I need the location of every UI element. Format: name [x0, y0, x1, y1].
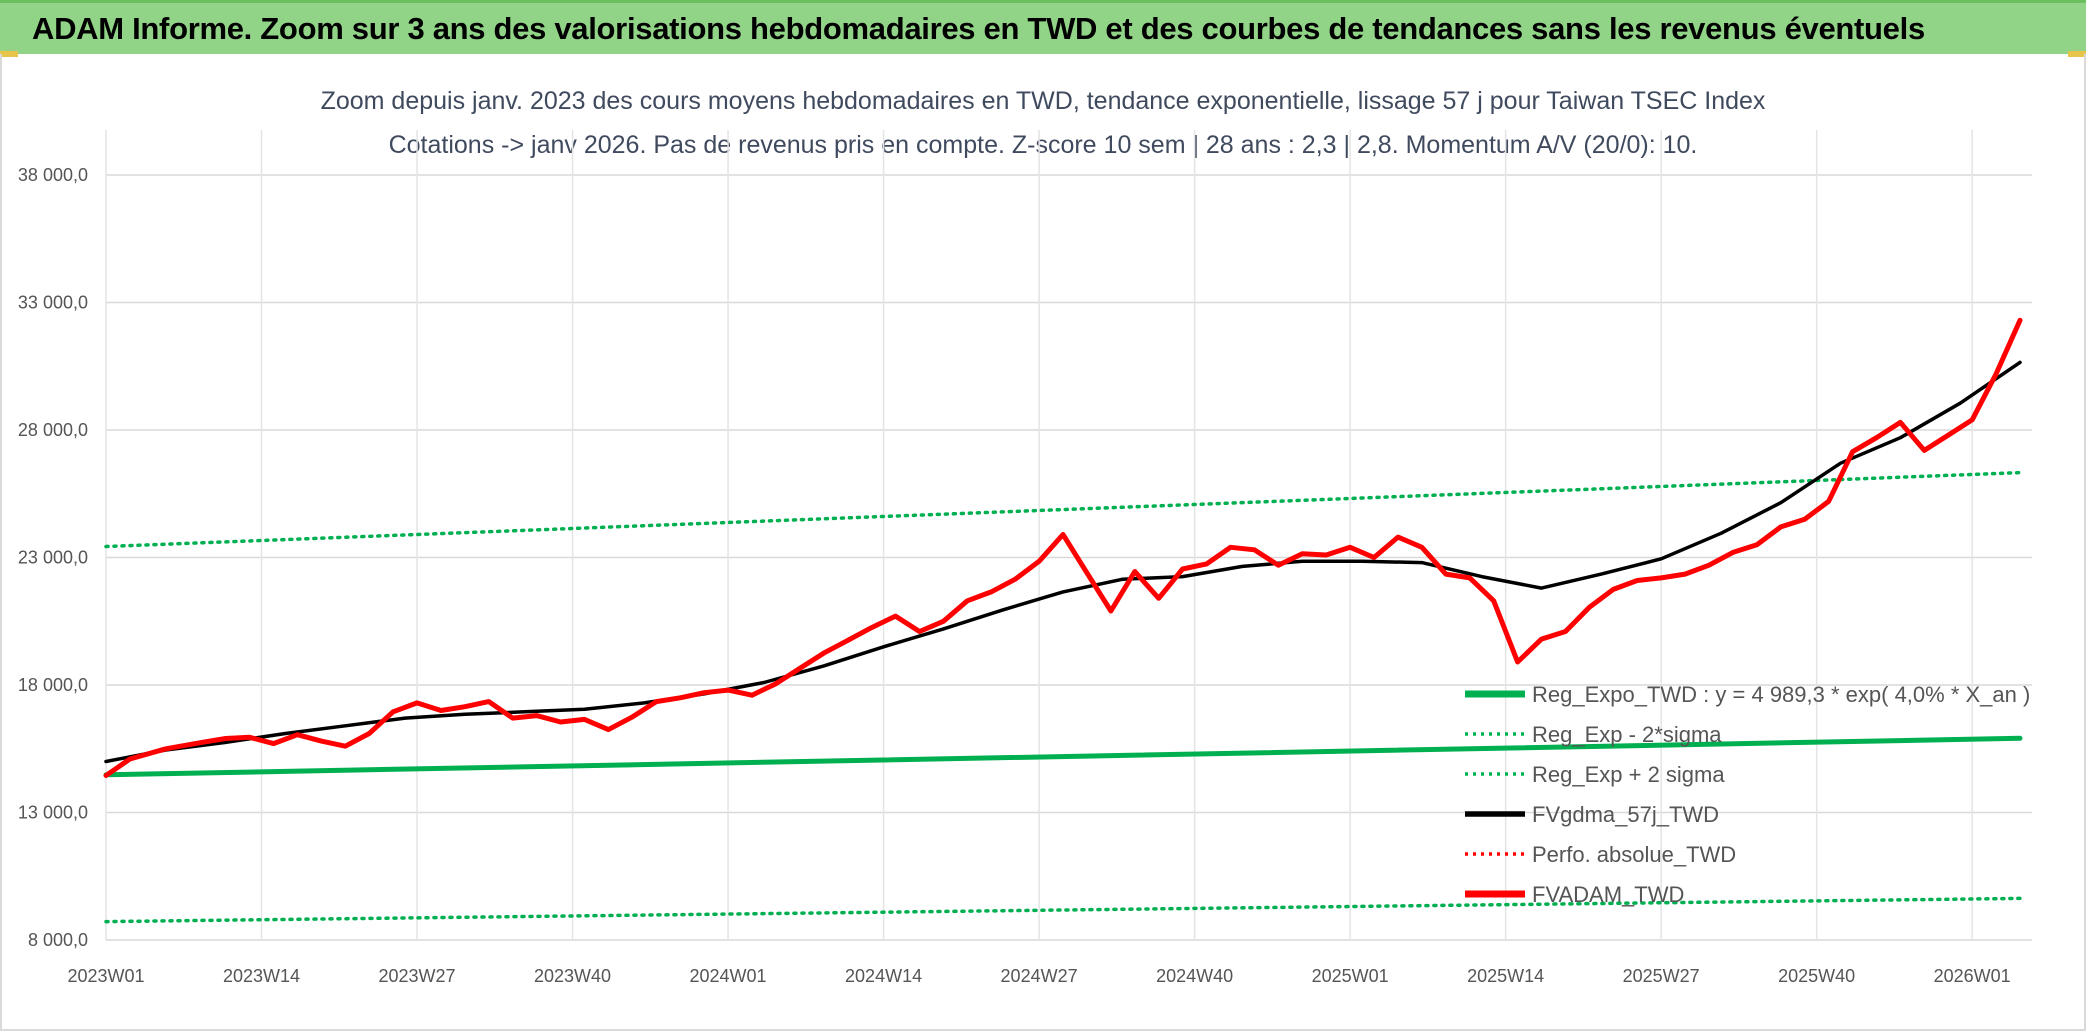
chart-title: Zoom depuis janv. 2023 des cours moyens … — [321, 87, 1766, 115]
x-tick-label: 2024W40 — [1156, 966, 1233, 986]
banner-corner-right — [2068, 51, 2086, 57]
legend-label: FVgdma_57j_TWD — [1532, 802, 1719, 827]
legend-label: Perfo. absolue_TWD — [1532, 842, 1736, 867]
x-tick-label: 2023W01 — [67, 966, 144, 986]
x-tick-label: 2026W01 — [1934, 966, 2011, 986]
x-tick-label: 2023W27 — [378, 966, 455, 986]
reg-exp-minus-2sigma-line — [104, 896, 2022, 924]
legend-label: Reg_Expo_TWD : y = 4 989,3 * exp( 4,0% *… — [1532, 682, 2030, 707]
y-tick-label: 8 000,0 — [28, 930, 88, 950]
fvgdma-57j-line — [104, 360, 2022, 764]
x-tick-label: 2025W40 — [1778, 966, 1855, 986]
legend: Reg_Expo_TWD : y = 4 989,3 * exp( 4,0% *… — [1465, 682, 2030, 907]
x-axis-ticks: 2023W01 2023W14 2023W27 2023W40 2024W01 2024W… — [67, 966, 2010, 986]
legend-label: Reg_Exp + 2 sigma — [1532, 762, 1725, 787]
x-tick-label: 2023W40 — [534, 966, 611, 986]
y-tick-label: 13 000,0 — [18, 803, 88, 823]
x-tick-label: 2023W14 — [223, 966, 300, 986]
fvadam-line — [103, 317, 2023, 778]
x-tick-label: 2024W14 — [845, 966, 922, 986]
y-tick-label: 18 000,0 — [18, 675, 88, 695]
x-tick-label: 2025W27 — [1623, 966, 1700, 986]
legend-label: FVADAM_TWD — [1532, 882, 1684, 907]
x-tick-label: 2024W01 — [690, 966, 767, 986]
y-tick-label: 23 000,0 — [18, 548, 88, 568]
x-tick-label: 2025W14 — [1467, 966, 1544, 986]
banner-corner-left — [0, 51, 18, 57]
reg-expo-line — [103, 735, 2023, 778]
report-title: ADAM Informe. Zoom sur 3 ans des valoris… — [32, 11, 1925, 46]
y-tick-label: 38 000,0 — [18, 165, 88, 185]
report-banner: ADAM Informe. Zoom sur 3 ans des valoris… — [0, 0, 2086, 57]
chart-frame — [0, 54, 2086, 1031]
x-tick-label: 2025W01 — [1312, 966, 1389, 986]
legend-label: Reg_Exp - 2*sigma — [1532, 722, 1722, 747]
x-tick-label: 2024W27 — [1001, 966, 1078, 986]
chart-subtitle: Cotations -> janv 2026. Pas de revenus p… — [389, 131, 1698, 159]
y-tick-label: 33 000,0 — [18, 293, 88, 313]
y-axis-ticks: 8 000,0 13 000,0 18 000,0 23 000,0 28 000,0 3… — [18, 165, 88, 950]
series-lines — [103, 317, 2023, 924]
reg-exp-plus-2sigma-line — [104, 470, 2022, 549]
y-tick-label: 28 000,0 — [18, 420, 88, 440]
